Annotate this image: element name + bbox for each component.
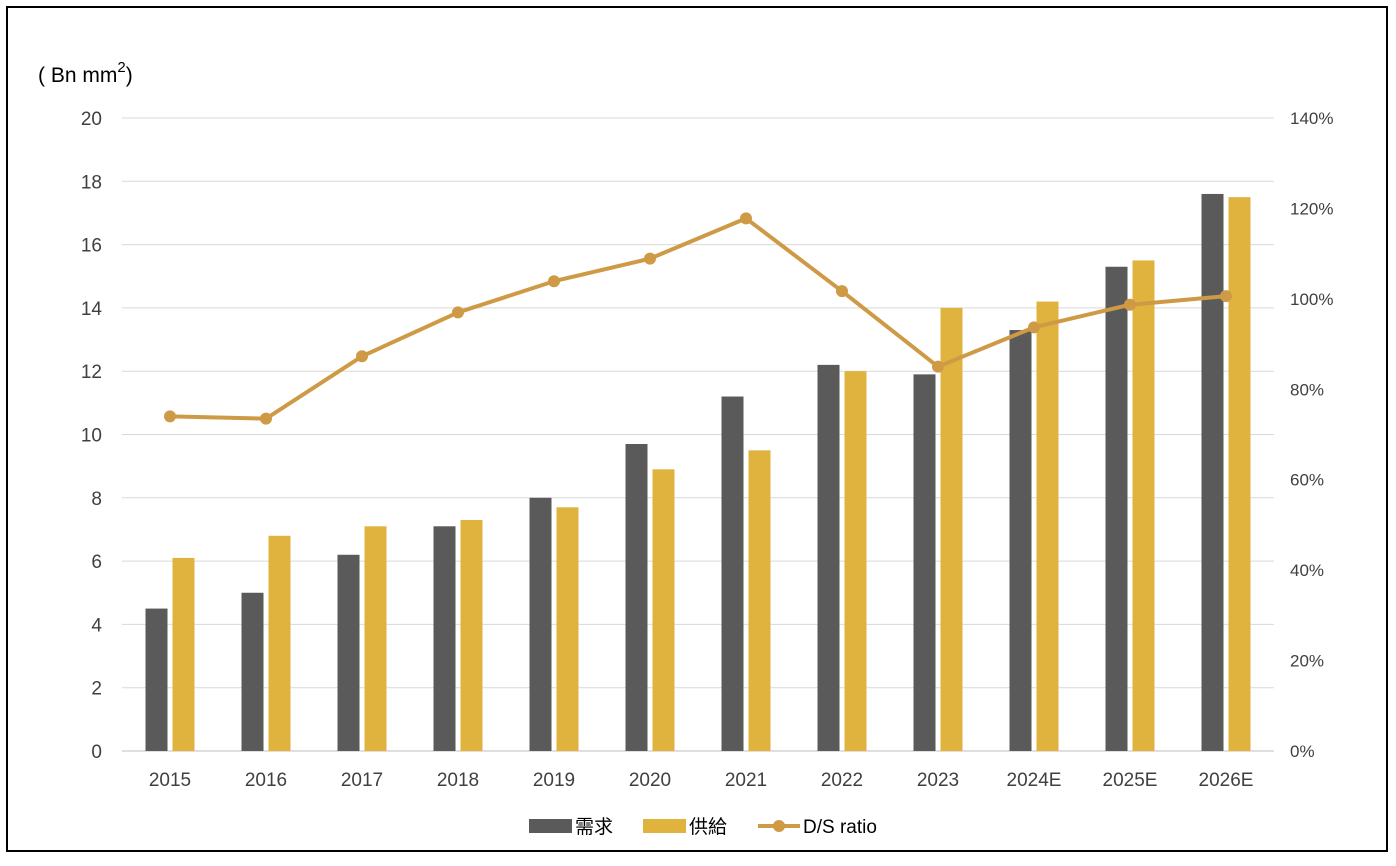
ratio-point xyxy=(548,275,560,288)
ratio-point xyxy=(452,306,464,319)
bar-supply xyxy=(268,535,291,751)
x-tick-label: 2024E xyxy=(1007,770,1062,791)
y-tick-label: 16 xyxy=(81,236,102,257)
bar-supply xyxy=(1132,260,1155,751)
y2-tick-label: 20% xyxy=(1290,652,1324,671)
y-tick-label: 18 xyxy=(81,172,102,193)
y-tick-label: 8 xyxy=(91,489,102,510)
gridlines xyxy=(122,117,1274,752)
ratio-point xyxy=(836,285,848,298)
x-axis: 2015 2016 2017 2018 2019 2020 2021 2022 2023 2024… xyxy=(149,770,1254,791)
y2-tick-label: 100% xyxy=(1290,290,1333,309)
x-tick-label: 2018 xyxy=(437,770,479,791)
x-tick-label: 2025E xyxy=(1103,770,1158,791)
bar-demand xyxy=(241,592,264,751)
x-tick-label: 2017 xyxy=(341,770,383,791)
x-tick-label: 2019 xyxy=(533,770,575,791)
ratio-point xyxy=(164,410,176,423)
ratio-point xyxy=(356,350,368,363)
x-tick-label: 2021 xyxy=(725,770,767,791)
bars xyxy=(145,193,1251,751)
ratio-point xyxy=(1028,321,1040,334)
ratio-point xyxy=(932,360,944,373)
ratio-series-line xyxy=(169,216,1227,421)
bar-demand xyxy=(1009,330,1032,751)
y2-tick-label: 140% xyxy=(1290,109,1333,128)
legend: 需求 供給 D/S ratio xyxy=(529,816,877,838)
bar-demand xyxy=(337,554,360,751)
ratio-point xyxy=(260,412,272,425)
y-tick-label: 0 xyxy=(91,742,102,763)
y-axis-unit-label: ( Bn mm2) xyxy=(38,59,133,87)
bar-supply xyxy=(940,307,963,751)
y-tick-label: 14 xyxy=(81,299,103,320)
y-tick-label: 20 xyxy=(81,109,102,130)
y-tick-label: 4 xyxy=(91,615,102,636)
x-tick-label: 2016 xyxy=(245,770,287,791)
bar-demand xyxy=(625,443,648,751)
bar-supply xyxy=(652,469,675,751)
legend-label-supply: 供給 xyxy=(689,816,727,838)
bar-demand xyxy=(145,608,168,751)
bar-supply xyxy=(364,526,387,751)
bar-demand xyxy=(721,396,744,751)
x-tick-label: 2020 xyxy=(629,770,671,791)
legend-marker-ratio xyxy=(773,820,785,832)
y2-tick-label: 60% xyxy=(1290,471,1324,490)
x-tick-label: 2023 xyxy=(917,770,959,791)
bar-demand xyxy=(433,526,456,751)
bar-demand xyxy=(529,497,552,751)
bar-demand xyxy=(817,364,840,751)
bar-supply xyxy=(556,507,579,751)
bar-demand xyxy=(913,374,936,751)
ratio-point xyxy=(644,252,656,265)
bar-demand xyxy=(1105,266,1128,751)
y2-tick-label: 40% xyxy=(1290,561,1324,580)
ratio-point xyxy=(1124,298,1136,311)
legend-label-ratio: D/S ratio xyxy=(803,817,877,838)
bar-supply xyxy=(748,450,771,751)
y-tick-label: 2 xyxy=(91,679,102,700)
x-tick-label: 2022 xyxy=(821,770,863,791)
bar-supply xyxy=(1228,197,1251,751)
ratio-point xyxy=(740,212,752,225)
x-tick-label: 2026E xyxy=(1199,770,1254,791)
bar-supply xyxy=(460,519,483,751)
y-axis-left: 0 2 4 6 8 10 12 14 16 18 20 xyxy=(81,109,103,763)
chart-frame xyxy=(6,6,1388,852)
bar-demand xyxy=(1201,193,1224,751)
bar-supply xyxy=(1036,301,1059,751)
legend-swatch-demand xyxy=(529,819,572,833)
y-tick-label: 12 xyxy=(81,362,102,383)
ratio-line xyxy=(164,212,1232,425)
y2-tick-label: 0% xyxy=(1290,742,1315,761)
y-axis-right: 0% 20% 40% 60% 80% 100% 120% 140% xyxy=(1290,109,1333,761)
y-tick-label: 10 xyxy=(81,426,102,447)
x-tick-label: 2015 xyxy=(149,770,191,791)
y-tick-label: 6 xyxy=(91,552,102,573)
bar-supply xyxy=(844,371,867,751)
legend-swatch-supply xyxy=(643,819,686,833)
y2-tick-label: 120% xyxy=(1290,199,1333,218)
ratio-point xyxy=(1220,290,1232,303)
legend-label-demand: 需求 xyxy=(575,816,613,838)
bar-supply xyxy=(172,557,195,751)
y2-tick-label: 80% xyxy=(1290,380,1324,399)
